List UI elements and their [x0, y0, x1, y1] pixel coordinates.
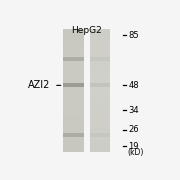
Bar	[90, 29, 110, 41]
Bar	[90, 140, 110, 152]
Bar	[63, 83, 84, 87]
Text: HepG2: HepG2	[71, 26, 102, 35]
Bar	[63, 41, 84, 54]
Text: 34: 34	[129, 106, 139, 115]
Bar	[90, 103, 110, 115]
Bar	[63, 29, 84, 41]
Bar	[90, 66, 110, 78]
Bar	[90, 127, 110, 140]
Text: 48: 48	[129, 81, 139, 90]
Text: AZI2: AZI2	[28, 80, 50, 90]
Bar	[63, 54, 84, 66]
Bar	[63, 140, 84, 152]
Bar	[63, 91, 84, 103]
Bar	[63, 127, 84, 140]
Bar	[90, 91, 110, 103]
Bar	[90, 54, 110, 66]
Bar	[90, 41, 110, 54]
Bar	[63, 133, 84, 137]
Bar	[63, 78, 84, 91]
Bar	[90, 133, 110, 137]
Bar	[63, 115, 84, 127]
Text: 85: 85	[129, 31, 139, 40]
Bar	[63, 57, 84, 61]
Text: (kD): (kD)	[127, 148, 143, 157]
Bar	[90, 83, 110, 87]
Bar	[90, 29, 110, 152]
Bar	[63, 66, 84, 78]
Text: 19: 19	[129, 142, 139, 151]
Bar	[90, 57, 110, 61]
Bar	[63, 103, 84, 115]
Bar	[63, 29, 84, 152]
Bar	[90, 78, 110, 91]
Text: 26: 26	[129, 125, 139, 134]
Bar	[90, 115, 110, 127]
